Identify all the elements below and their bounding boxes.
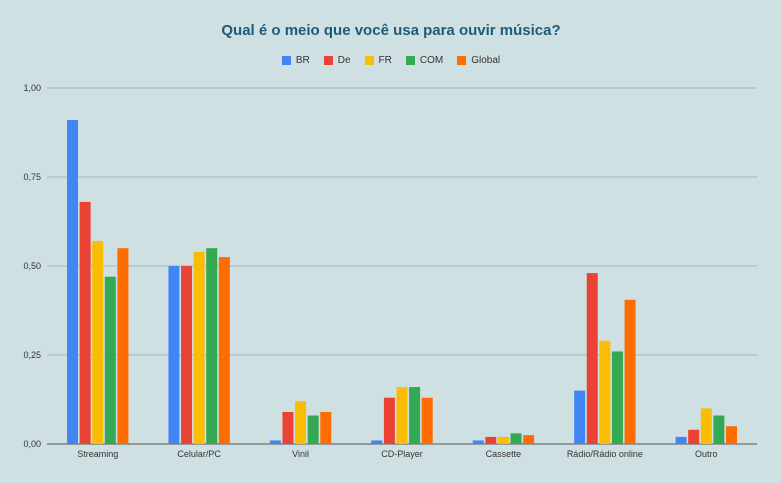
bar (193, 251, 205, 444)
bar (67, 120, 79, 444)
chart-title: Qual é o meio que você usa para ouvir mú… (221, 22, 561, 39)
bar (104, 276, 116, 444)
legend-swatch (364, 56, 374, 65)
x-tick-label: Cassette (486, 449, 522, 459)
bar (320, 411, 332, 444)
legend-item: De (323, 55, 351, 66)
bar (611, 351, 623, 444)
bar (485, 436, 497, 444)
bar (725, 426, 737, 444)
x-tick-label: CD-Player (381, 449, 423, 459)
bar (497, 436, 509, 444)
legend-label: Global (471, 55, 501, 66)
bar (295, 401, 307, 444)
bar (269, 440, 281, 444)
bar (206, 248, 218, 444)
bar (472, 440, 484, 444)
x-tick-label: Outro (695, 449, 718, 459)
bar (624, 299, 636, 444)
legend-label: De (337, 55, 351, 66)
legend-item: Global (457, 55, 500, 66)
bar (675, 436, 687, 444)
bar (688, 429, 700, 444)
legend: BR De FR COM Global (0, 55, 782, 66)
legend-item: COM (405, 55, 444, 66)
legend-swatch (323, 56, 333, 65)
x-tick-label: Streaming (77, 449, 118, 459)
bar (586, 273, 598, 444)
bar (117, 248, 129, 444)
bar (92, 241, 104, 444)
legend-label: COM (419, 55, 444, 66)
x-tick-label: Rádio/Rádio online (567, 449, 643, 459)
bar (713, 415, 725, 444)
x-tick-label: Celular/PC (177, 449, 221, 459)
bar (79, 201, 91, 444)
legend-item: FR (364, 55, 392, 66)
bar (371, 440, 383, 444)
bar (181, 266, 193, 444)
bar (383, 397, 395, 444)
y-tick-label: 0,75 (23, 172, 41, 182)
legend-label: FR (378, 55, 392, 66)
bar (218, 257, 230, 444)
bar (168, 266, 180, 444)
legend-item: BR (281, 55, 310, 66)
y-tick-label: 1,00 (23, 83, 41, 93)
bar (409, 387, 421, 444)
bar (421, 397, 433, 444)
y-tick-label: 0,50 (23, 261, 41, 271)
bar (523, 435, 535, 444)
bar (574, 390, 586, 444)
legend-swatch (405, 56, 415, 65)
bar (599, 340, 611, 444)
legend-label: BR (295, 55, 310, 66)
legend-swatch (281, 56, 291, 65)
bar (510, 433, 522, 444)
y-tick-label: 0,25 (23, 350, 41, 360)
bar (700, 408, 712, 444)
bar (396, 387, 408, 444)
legend-swatch (457, 56, 467, 65)
y-tick-label: 0,00 (23, 439, 41, 449)
bar (307, 415, 319, 444)
x-tick-label: Vinil (292, 449, 309, 459)
bar (282, 411, 294, 444)
